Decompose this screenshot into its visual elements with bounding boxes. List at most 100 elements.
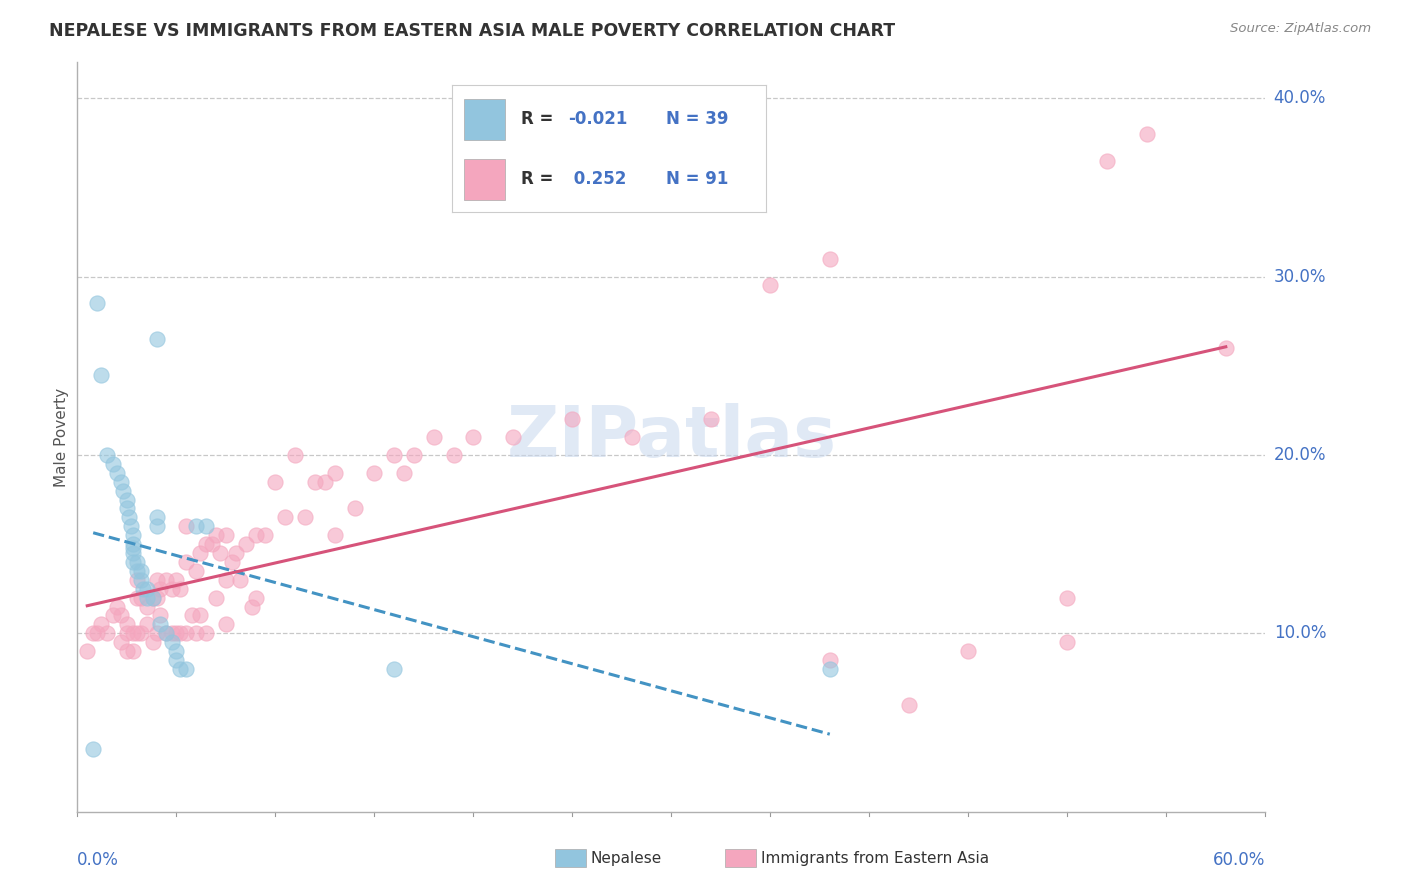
Text: 10.0%: 10.0%	[1274, 624, 1326, 642]
Point	[110, 635, 132, 649]
Point	[208, 546, 231, 560]
Text: Immigrants from Eastern Asia: Immigrants from Eastern Asia	[761, 851, 988, 865]
Point	[174, 519, 197, 533]
Point	[155, 573, 177, 587]
Point	[205, 528, 228, 542]
Point	[121, 537, 143, 551]
Point	[162, 626, 184, 640]
Point	[700, 412, 723, 426]
Point	[129, 564, 152, 578]
Point	[145, 510, 167, 524]
Point	[818, 252, 841, 266]
Point	[188, 608, 211, 623]
Point	[149, 617, 172, 632]
Point	[174, 626, 197, 640]
Point	[90, 617, 112, 632]
Point	[145, 591, 167, 605]
Point	[215, 528, 238, 542]
Point	[181, 608, 204, 623]
Point	[392, 466, 415, 480]
Point	[149, 608, 172, 623]
Point	[125, 573, 148, 587]
Point	[188, 546, 211, 560]
Text: NEPALESE VS IMMIGRANTS FROM EASTERN ASIA MALE POVERTY CORRELATION CHART: NEPALESE VS IMMIGRANTS FROM EASTERN ASIA…	[49, 22, 896, 40]
Point	[1095, 153, 1118, 168]
Point	[129, 573, 152, 587]
Point	[818, 653, 841, 667]
Point	[82, 626, 104, 640]
Point	[115, 617, 138, 632]
Point	[759, 278, 782, 293]
Point	[96, 626, 118, 640]
Point	[82, 742, 104, 756]
Text: 0.0%: 0.0%	[77, 851, 120, 869]
Point	[121, 626, 143, 640]
Point	[110, 608, 132, 623]
Point	[165, 653, 187, 667]
Point	[162, 635, 184, 649]
Point	[304, 475, 326, 489]
Point	[86, 296, 108, 310]
Point	[135, 582, 157, 596]
Point	[76, 644, 98, 658]
Point	[443, 448, 465, 462]
Point	[169, 582, 191, 596]
Point	[254, 528, 277, 542]
Point	[145, 519, 167, 533]
Point	[221, 555, 243, 569]
Point	[149, 582, 172, 596]
Point	[121, 644, 143, 658]
Point	[145, 626, 167, 640]
Point	[101, 457, 124, 471]
Point	[169, 662, 191, 676]
Point	[169, 626, 191, 640]
Point	[115, 644, 138, 658]
Point	[165, 573, 187, 587]
Point	[898, 698, 921, 712]
Point	[1056, 635, 1078, 649]
Text: 40.0%: 40.0%	[1274, 89, 1326, 107]
Point	[382, 448, 405, 462]
Point	[1056, 591, 1078, 605]
Point	[561, 412, 583, 426]
Point	[129, 626, 152, 640]
Point	[423, 430, 446, 444]
Point	[121, 528, 143, 542]
Point	[142, 635, 165, 649]
Point	[205, 591, 228, 605]
Point	[125, 626, 148, 640]
Text: 30.0%: 30.0%	[1274, 268, 1326, 285]
Point	[118, 510, 141, 524]
Point	[195, 537, 218, 551]
Point	[343, 501, 366, 516]
Point	[125, 591, 148, 605]
Point	[135, 617, 157, 632]
Point	[145, 332, 167, 346]
Point	[1215, 341, 1237, 355]
Point	[162, 582, 184, 596]
Point	[245, 591, 267, 605]
Point	[142, 591, 165, 605]
Point	[186, 626, 208, 640]
Text: 60.0%: 60.0%	[1213, 851, 1265, 869]
Point	[115, 501, 138, 516]
Point	[240, 599, 263, 614]
Point	[294, 510, 316, 524]
Point	[105, 466, 128, 480]
Point	[135, 599, 157, 614]
Point	[86, 626, 108, 640]
Point	[314, 475, 336, 489]
Point	[129, 591, 152, 605]
Point	[155, 626, 177, 640]
Point	[284, 448, 307, 462]
Y-axis label: Male Poverty: Male Poverty	[53, 387, 69, 487]
Point	[165, 626, 187, 640]
Point	[110, 475, 132, 489]
Point	[174, 555, 197, 569]
Point	[165, 644, 187, 658]
Text: ZIPatlas: ZIPatlas	[506, 402, 837, 472]
Point	[323, 466, 346, 480]
Point	[131, 582, 153, 596]
Point	[125, 555, 148, 569]
Point	[402, 448, 425, 462]
